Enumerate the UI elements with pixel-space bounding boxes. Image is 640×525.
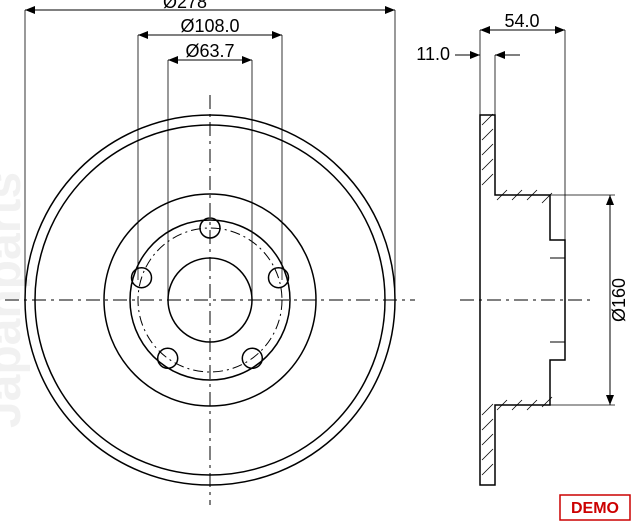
dimension-lines-side: 54.0 11.0 Ø160 (416, 11, 629, 405)
dim-bolt-circle: Ø108.0 (180, 16, 239, 36)
dim-thickness: 11.0 (416, 44, 450, 64)
demo-label: DEMO (571, 500, 619, 517)
dim-overall-width: 54.0 (504, 11, 539, 31)
dim-center-bore: Ø63.7 (185, 41, 234, 61)
side-view (460, 114, 590, 485)
dim-hub-diameter: Ø160 (609, 278, 629, 322)
dim-outer-diameter: Ø278 (163, 0, 207, 12)
front-view (5, 95, 415, 505)
demo-badge: DEMO (560, 495, 630, 520)
